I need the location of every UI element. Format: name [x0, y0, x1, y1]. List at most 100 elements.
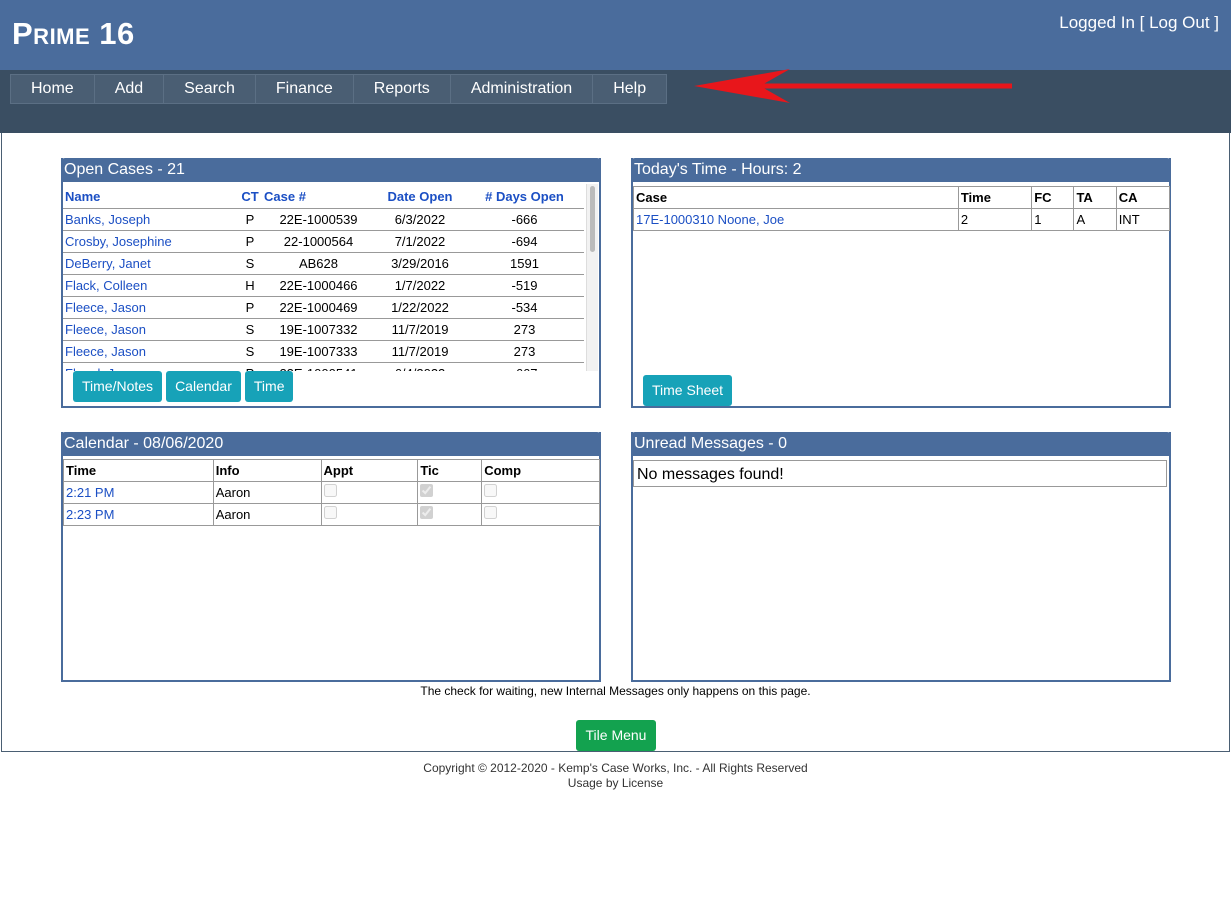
cell: H [238, 273, 262, 297]
column-header: Info [212, 459, 322, 482]
cell [417, 503, 483, 526]
action-button[interactable]: Calendar [166, 371, 241, 402]
appt-checkbox [323, 484, 337, 497]
case-link[interactable]: Crosby, Josephine [65, 233, 172, 249]
cases-table: Name CT Case # Date Open # Days Open Banks, J… [63, 186, 584, 371]
case-row: Fleece, Jason S 19E-1007333 11/7/2019 273 [63, 339, 584, 363]
cell: Fleece, Jason [63, 339, 238, 363]
column-header: FC [1031, 186, 1075, 209]
cell: 3/29/2016 [375, 251, 465, 275]
case-link[interactable]: Fleece, Jason [65, 321, 146, 337]
cell: Banks, Joseph [63, 207, 238, 231]
login-status[interactable]: Logged In [ Log Out ] [1059, 13, 1219, 32]
tile-menu-button[interactable]: Tile Menu [576, 720, 656, 751]
case-link[interactable]: Fleece, Jason [65, 299, 146, 315]
cell: -534 [465, 295, 584, 319]
header: Prime 16 Logged In [ Log Out ] [0, 0, 1231, 70]
cell: Crosby, Josephine [63, 229, 238, 253]
content-frame [1, 133, 1230, 752]
panel-title: Unread Messages - 0 [631, 432, 1171, 456]
cell: 2:23 PM [63, 503, 214, 526]
header-row: Case Time FC TA CA [633, 186, 1171, 209]
messages-panel: Unread Messages - 0 No messages found! [631, 432, 1171, 682]
column-header: CA [1115, 186, 1171, 209]
action-button[interactable]: Time Sheet [643, 375, 733, 406]
cell [320, 481, 419, 504]
button-row: Time Sheet [633, 375, 1169, 406]
appt-checkbox [323, 506, 337, 519]
note: The check for waiting, new Internal Mess… [420, 684, 811, 698]
cell: -667 [465, 361, 584, 371]
nav-item[interactable]: Search [164, 75, 256, 103]
cell: Aaron [212, 481, 322, 504]
scrollbar[interactable] [586, 184, 598, 371]
cell: Fleece, Jason [63, 295, 238, 319]
cell: 22E-1000539 [262, 207, 375, 231]
panel-title: Open Cases - 21 [61, 158, 601, 182]
case-link[interactable]: 17E-1000310 Noone, Joe [636, 212, 785, 227]
column-header: Name [63, 186, 238, 209]
cell: Fleece, Jason [63, 317, 238, 341]
time-link[interactable]: 2:21 PM [66, 485, 115, 500]
tic-checkbox [420, 506, 434, 519]
cell: 6/4/2022 [375, 361, 465, 371]
column-header: Comp [481, 459, 600, 482]
column-header: Time [957, 186, 1033, 209]
nav-item[interactable]: Reports [354, 75, 451, 103]
comp-checkbox [484, 484, 498, 497]
column-header: Case [633, 186, 959, 209]
button-row: Time/Notes Calendar Time [63, 371, 599, 402]
cell: 1/7/2022 [375, 273, 465, 297]
cell: -666 [465, 207, 584, 231]
cell: P [238, 207, 262, 231]
time-link[interactable]: 2:23 PM [66, 507, 115, 522]
cell: 11/7/2019 [375, 339, 465, 363]
license: Usage by License [567, 776, 664, 790]
calendar-panel: Calendar - 08/06/2020 Time Info Appt Tic Com… [61, 432, 601, 682]
column-header: Appt [320, 459, 419, 482]
cell: 1591 [465, 251, 584, 275]
cell: -519 [465, 273, 584, 297]
scroll-area: Name CT Case # Date Open # Days Open Banks, J… [63, 182, 600, 371]
case-link[interactable]: Fleece, Jason [65, 343, 146, 359]
cell: P [238, 361, 262, 371]
cell: -694 [465, 229, 584, 253]
cell: AB628 [262, 251, 375, 275]
cell: Aaron [212, 503, 322, 526]
case-row: DeBerry, Janet S AB628 3/29/2016 1591 [63, 251, 584, 275]
cell: 2:21 PM [63, 481, 214, 504]
case-link[interactable]: Flack, Colleen [65, 277, 148, 293]
open-cases-panel: Open Cases - 21 Name CT Case # Date Open # D… [61, 158, 601, 408]
column-header: # Days Open [465, 186, 584, 209]
cell: 2 [957, 208, 1033, 231]
empty-message: No messages found! [633, 460, 1167, 487]
cell: S [238, 339, 262, 363]
time-table: Case Time FC TA CA 17E-1000310 Noone, Joe 2 1 A I… [633, 186, 1171, 231]
column-header: TA [1073, 186, 1117, 209]
calendar-row: 2:23 PM Aaron [63, 503, 600, 526]
nav-item[interactable]: Add [95, 75, 165, 103]
cell: 273 [465, 339, 584, 363]
case-link[interactable]: DeBerry, Janet [65, 255, 151, 271]
panel-title: Calendar - 08/06/2020 [61, 432, 601, 456]
nav-item[interactable]: Home [11, 75, 95, 103]
cell: 17E-1000310 Noone, Joe [633, 208, 959, 231]
calendar-row: 2:21 PM Aaron [63, 481, 600, 504]
cell [481, 481, 600, 504]
case-row: Flack, Colleen H 22E-1000466 1/7/2022 -519 [63, 273, 584, 297]
nav-item[interactable]: Administration [451, 75, 594, 103]
case-row: Crosby, Josephine P 22-1000564 7/1/2022 -694 [63, 229, 584, 253]
cell: Flugal, Jeremy [63, 361, 238, 372]
column-header: Time [63, 459, 214, 482]
header-row: Time Info Appt Tic Comp [63, 459, 600, 482]
action-button[interactable]: Time [244, 371, 294, 402]
action-button[interactable]: Time/Notes [73, 371, 163, 402]
cell: S [238, 317, 262, 341]
case-link[interactable]: Banks, Joseph [65, 211, 151, 227]
red-arrow [694, 69, 1012, 103]
nav-item[interactable]: Help [613, 80, 647, 97]
cell: DeBerry, Janet [63, 251, 238, 275]
case-link[interactable]: Flugal, Jeremy [65, 366, 150, 372]
nav-item[interactable]: Finance [256, 75, 354, 103]
cell [320, 503, 419, 526]
